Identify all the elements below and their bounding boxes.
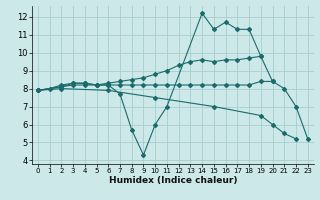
X-axis label: Humidex (Indice chaleur): Humidex (Indice chaleur) bbox=[108, 176, 237, 185]
